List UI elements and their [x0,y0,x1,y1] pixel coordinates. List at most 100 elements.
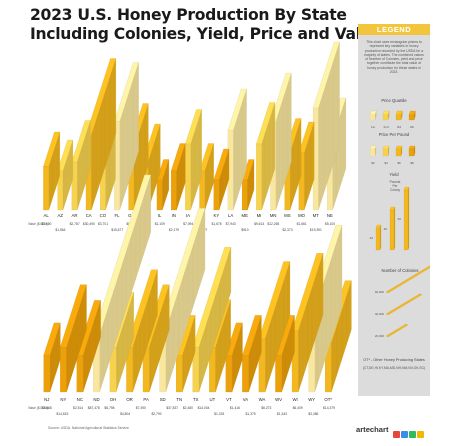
state-label: GA [128,213,134,218]
value-axis-label: Value ($,000s) [28,222,49,226]
value-label: $1,964 [55,228,65,232]
value-label: $5,100 [325,222,335,226]
legend-description: This chart uses rectangular prisms to re… [364,40,424,75]
state-label: ME [242,213,249,218]
state-label: CA [86,213,92,218]
legend-quartile-tick: 3rd [397,125,402,129]
prism-al [43,131,60,211]
legend-quartile-4 [408,110,416,121]
state-label: IA [186,213,190,218]
brand-square-green-icon [409,431,416,438]
value-label: $3,456 [308,412,318,416]
brand-name: artechart [356,425,389,434]
value-label: $3,568 [42,406,52,410]
state-label: PA [143,397,149,402]
legend-colonies-slab-2 [385,293,423,316]
source-note: Source: USDA, National Agricultural Stat… [48,426,129,430]
legend-price-per-pound-label: Price Per Pound [378,132,410,137]
legend-price-4 [408,145,416,157]
other-states-note: OT* - Other Honey Producing States (CT,D… [358,358,430,371]
value-label: $6,798 [104,406,114,410]
state-label: AZ [58,213,64,218]
legend-quartile-3 [395,110,403,121]
legend-price-quartile-label: Price Quartile [381,98,407,103]
state-label: ND [93,397,99,402]
state-label: CO [100,213,107,218]
other-states-list: (CT,DE,HI,KY,MA,MD,NH,NM,NV,OK,SC) [362,366,426,370]
state-label: KY [214,213,220,218]
state-label: IN [172,213,176,218]
legend-colonies-tick: 60,000 [375,290,385,294]
prism-in [170,143,186,211]
state-label: MS [284,213,291,218]
value-label: $2,514 [73,406,83,410]
state-label: IL [158,213,162,218]
value-label: $1,416 [230,406,240,410]
value-label: $2,790 [151,412,161,416]
brand-square-blue-icon [401,431,408,438]
state-label: TX [193,397,199,402]
state-label: LA [228,213,233,218]
legend-yield-tick: 40 [384,227,388,231]
value-label: $4,804 [120,412,130,416]
prism-fl [114,62,139,211]
value-label: $1,109 [155,222,165,226]
value-label: $1,678 [211,222,221,226]
state-label: SD [160,397,166,402]
prism-wi [291,253,324,393]
legend-panel: LEGEND This chart uses rectangular prism… [358,24,430,396]
prism-tx [192,247,232,393]
legend-title: LEGEND [358,24,430,35]
legend-yield-bar-3 [403,186,410,251]
legend-colonies-label: Number of Colonies [381,268,419,273]
prism-or [126,269,158,393]
brand-icons [393,425,425,443]
state-label: AL [43,213,49,218]
state-label: UT [209,397,215,402]
value-label: $14,004 [198,406,210,410]
value-label: $6,273 [261,406,271,410]
value-label: $2,480 [183,406,193,410]
legend-price-1 [369,145,377,157]
prism-ia [185,109,202,211]
legend-price-3 [395,145,403,157]
value-label: $9,614 [254,222,264,226]
legend-yield-unit: Pounds Per Colony [389,180,401,192]
legend-colonies-slab-1 [385,323,409,338]
legend-quartile-2 [382,110,390,121]
state-label: NJ [44,397,49,402]
legend-yield-tick: 60 [398,217,402,221]
brand-square-yellow-icon [417,431,424,438]
value-label: $14,615 [56,412,68,416]
state-label: TN [176,397,182,402]
state-label: OH [110,397,116,402]
legend-colonies-tick: 20,000 [375,334,385,338]
state-label: MN [270,213,277,218]
state-label: VA [243,397,249,402]
state-label: WI [293,397,298,402]
state-label: WY [308,397,315,402]
prism-ny [60,284,87,393]
prism-vt [225,322,243,393]
value-label: $7,490 [136,406,146,410]
value-label: $2,179 [169,228,179,232]
title-line-2: Including Colonies, Yield, Price and Val… [30,25,382,43]
state-label: FL [115,213,121,218]
value-label: $1,315 [214,412,224,416]
prism-wa [258,261,291,393]
state-label: NE [327,213,333,218]
value-label: $12,265 [267,222,279,226]
state-label: OT* [324,397,332,402]
value-label: $14,379 [323,406,335,410]
prism-ar [71,120,91,211]
prism-la [227,88,247,211]
value-label: $15,677 [111,228,123,232]
prism-az [57,139,74,211]
legend-colonies-slab-3 [385,265,430,294]
legend-yield-label: Yield [389,172,399,177]
value-label: $3,190 [41,222,51,226]
value-axis-label: Value ($,000s) [28,406,49,410]
prism-ks [199,143,214,211]
legend-quartile-tick: 2nd [383,125,388,129]
prism-wv [275,315,295,393]
